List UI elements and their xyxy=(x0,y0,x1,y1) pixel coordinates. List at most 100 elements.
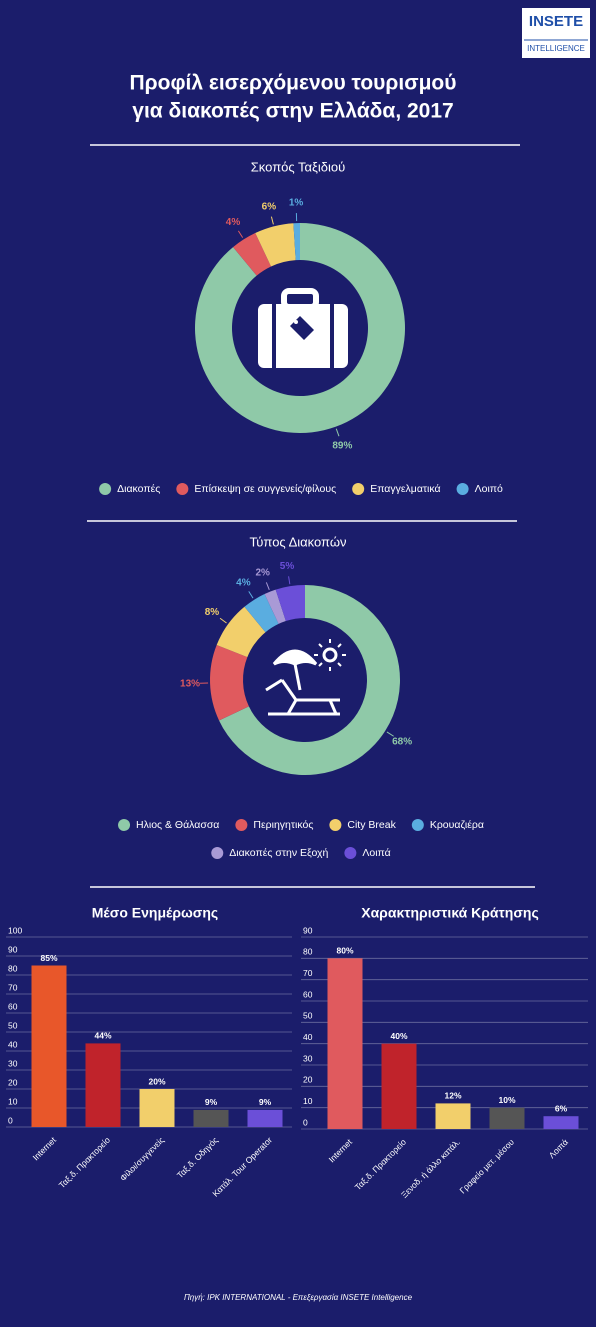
bar xyxy=(543,1116,579,1129)
y-tick-label: 50 xyxy=(8,1020,18,1030)
leader-line xyxy=(237,230,244,238)
value-label: 2% xyxy=(255,568,270,579)
value-label: 44% xyxy=(94,1031,111,1041)
y-tick-label: 80 xyxy=(8,963,18,973)
y-tick-label: 60 xyxy=(303,989,313,999)
legend-item: Διακοπές xyxy=(99,483,160,495)
bar xyxy=(435,1103,471,1129)
chart-title: Τύπος Διακοπών xyxy=(249,534,346,549)
value-label: 68% xyxy=(392,736,412,747)
legend-item: Διακοπές στην Εξοχή xyxy=(211,847,329,859)
leader-line xyxy=(248,591,254,599)
leader-line xyxy=(288,576,291,585)
value-label: 1% xyxy=(289,198,304,209)
legend-marker xyxy=(235,819,248,831)
y-tick-label: 20 xyxy=(303,1075,313,1085)
y-tick-label: 0 xyxy=(8,1115,13,1125)
value-label: 12% xyxy=(444,1091,461,1101)
leader-line xyxy=(335,428,340,437)
y-tick-label: 70 xyxy=(8,982,18,992)
legend-item: City Break xyxy=(329,819,397,831)
value-label: 80% xyxy=(336,946,353,956)
legend-marker xyxy=(329,819,342,831)
legend-item: Λοιπά xyxy=(344,847,391,859)
legend-item: Κρουαζιέρα xyxy=(411,819,484,831)
leader-line xyxy=(219,617,227,624)
logo-sub: INTELLIGENCE xyxy=(527,44,585,53)
bar xyxy=(31,965,67,1127)
value-label: 40% xyxy=(390,1031,407,1041)
value-label: 9% xyxy=(259,1097,272,1107)
pie-slice xyxy=(293,223,300,261)
legend-label: Επαγγελματικά xyxy=(370,483,440,495)
y-tick-label: 90 xyxy=(8,944,18,954)
legend-item: Επίσκεψη σε συγγενείς/φίλους xyxy=(176,483,336,495)
leader-line xyxy=(270,216,274,225)
value-label: 4% xyxy=(226,217,241,228)
chart-title: Μέσο Ενημέρωσης xyxy=(92,905,218,921)
legend-label: Λοιπά xyxy=(362,847,390,859)
legend-label: Ηλιος & Θάλασσα xyxy=(136,819,219,831)
chart-title: Σκοπός Ταξιδιού xyxy=(251,159,345,174)
bar xyxy=(489,1107,525,1129)
bar xyxy=(327,958,363,1129)
value-label: 13% xyxy=(180,678,200,689)
legend-label: City Break xyxy=(347,819,396,831)
source-note: Πηγή: IPK INTERNATIONAL - Επεξεργασία IN… xyxy=(184,1293,413,1302)
value-label: 4% xyxy=(236,578,251,589)
pie-slice xyxy=(275,585,305,622)
legend-label: Κρουαζιέρα xyxy=(430,819,484,831)
y-tick-label: 10 xyxy=(303,1096,313,1106)
legend-label: Διακοπές xyxy=(117,483,160,495)
leader-line xyxy=(265,582,270,590)
legend-marker xyxy=(352,483,365,495)
y-tick-label: 100 xyxy=(8,925,22,935)
y-tick-label: 10 xyxy=(8,1096,18,1106)
value-label: 6% xyxy=(555,1103,568,1113)
value-label: 85% xyxy=(40,953,57,963)
pie-slice xyxy=(216,606,266,658)
leader-line xyxy=(386,731,394,737)
y-tick-label: 90 xyxy=(303,925,313,935)
legend-label: Λοιπό xyxy=(475,483,503,495)
legend-label: Περιηγητικός xyxy=(253,819,313,831)
legend-marker xyxy=(176,483,189,495)
y-tick-label: 70 xyxy=(303,968,313,978)
legend-item: Περιηγητικός xyxy=(235,819,313,831)
legend-item: Επαγγελματικά xyxy=(352,483,441,495)
y-tick-label: 0 xyxy=(303,1117,308,1127)
pie-slice xyxy=(210,645,249,721)
y-tick-label: 40 xyxy=(303,1032,313,1042)
legend-marker xyxy=(211,847,224,859)
bar xyxy=(193,1109,229,1127)
pie-slice xyxy=(244,594,279,633)
y-tick-label: 30 xyxy=(8,1058,18,1068)
logo-name: INSETE xyxy=(529,13,583,30)
beach-icon xyxy=(265,639,346,716)
y-tick-label: 40 xyxy=(8,1039,18,1049)
bar xyxy=(139,1089,175,1127)
legend-label: Διακοπές στην Εξοχή xyxy=(229,847,328,859)
y-tick-label: 20 xyxy=(8,1077,18,1087)
legend-item: Ηλιος & Θάλασσα xyxy=(118,819,219,831)
pie-slice xyxy=(195,223,406,433)
legend-marker xyxy=(411,819,424,831)
value-label: 6% xyxy=(262,202,277,213)
title-line: Προφίλ εισερχόμενου τουρισμού xyxy=(130,72,457,95)
pie-slice xyxy=(264,589,286,624)
pie-slice xyxy=(219,585,400,776)
y-tick-label: 50 xyxy=(303,1011,313,1021)
bar xyxy=(85,1043,121,1127)
title-line: για διακοπές στην Ελλάδα, 2017 xyxy=(132,100,453,123)
y-tick-label: 80 xyxy=(303,947,313,957)
value-label: 8% xyxy=(205,607,220,618)
pie-slice xyxy=(233,232,272,276)
value-label: 9% xyxy=(205,1097,218,1107)
chart-title: Χαρακτηριστικά Κράτησης xyxy=(361,905,539,921)
value-label: 20% xyxy=(148,1076,165,1086)
bar xyxy=(381,1043,417,1129)
legend-marker xyxy=(456,483,469,495)
y-tick-label: 30 xyxy=(303,1053,313,1063)
